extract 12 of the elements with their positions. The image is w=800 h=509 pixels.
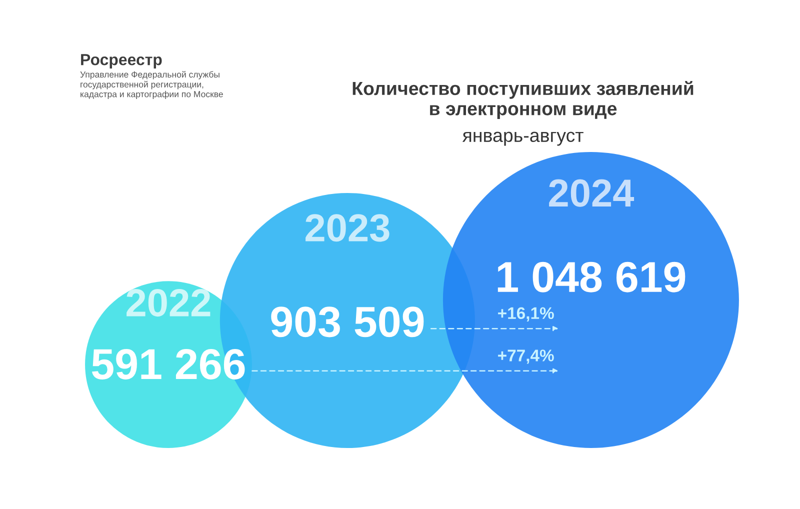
data-label: 903 509 [271,306,424,338]
text: Количество поступивших заявлений в электронном виде [352,80,694,120]
text: январь-август [462,132,584,146]
data-label: 1 048 619 [498,262,686,292]
category-label: 2024 [549,179,634,207]
text: Росреестр [81,54,162,68]
data-label: 591 266 [92,348,245,380]
category-label: 2023 [306,214,390,242]
category-label: 2022 [126,289,210,317]
text: Управление Федеральной службы государственной регистрации, кадастра и картографии по Москве [80,71,223,99]
text: +77,4% [498,350,554,364]
text: +16,1% [498,307,554,322]
